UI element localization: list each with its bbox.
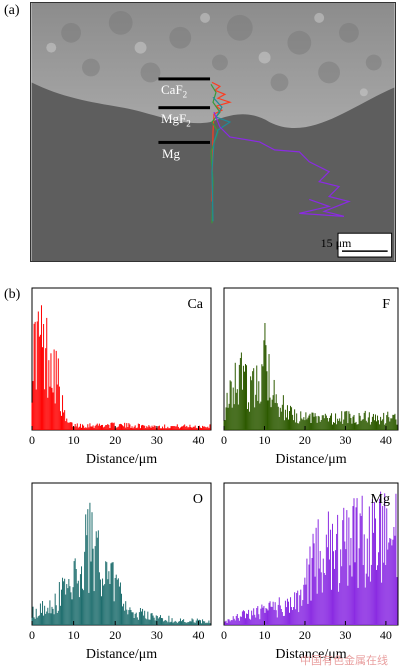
x-tick-label: 0 bbox=[29, 628, 35, 642]
x-tick-label: 20 bbox=[109, 628, 121, 642]
x-tick-label: 10 bbox=[68, 628, 80, 642]
element-label: Ca bbox=[187, 297, 203, 312]
x-tick-label: 20 bbox=[299, 433, 311, 447]
x-tick-label: 20 bbox=[109, 433, 121, 447]
watermark: 中国有色金属在线 bbox=[300, 654, 388, 667]
x-tick-label: 40 bbox=[380, 433, 392, 447]
plot-frame bbox=[223, 287, 399, 431]
x-tick-label: 40 bbox=[193, 433, 205, 447]
x-tick-label: 30 bbox=[151, 433, 163, 447]
x-tick-label: 10 bbox=[68, 433, 80, 447]
x-axis-title: Distance/μm bbox=[86, 647, 157, 662]
layer-label-caf2: CaF2 bbox=[161, 82, 188, 100]
panel-a-label: (a) bbox=[4, 3, 20, 18]
x-tick-label: 10 bbox=[258, 433, 270, 447]
x-tick-label: 20 bbox=[299, 628, 311, 642]
line-profile-ca: 0 10 20 30 40 Ca Distance/μm bbox=[29, 287, 212, 467]
layer-label-mgf2: MgF2 bbox=[161, 111, 191, 129]
line-profile-f: 0 10 20 30 40 F Distance/μm bbox=[221, 287, 399, 467]
x-tick-label: 0 bbox=[29, 433, 35, 447]
panel-b-label: (b) bbox=[4, 287, 21, 302]
x-tick-label: 30 bbox=[339, 628, 351, 642]
x-tick-label: 30 bbox=[339, 433, 351, 447]
element-label: O bbox=[193, 492, 203, 507]
x-tick-label: 30 bbox=[151, 628, 163, 642]
x-axis-title: Distance/μm bbox=[275, 647, 346, 662]
line-profile-o: 0 10 20 30 40 O Distance/μm bbox=[29, 482, 212, 662]
x-tick-label: 10 bbox=[258, 628, 270, 642]
x-axis-title: Distance/μm bbox=[275, 452, 346, 467]
plot-frame bbox=[31, 287, 212, 431]
x-tick-label: 40 bbox=[380, 628, 392, 642]
x-tick-label: 0 bbox=[221, 433, 227, 447]
element-label: F bbox=[382, 297, 390, 312]
layer-label-mg: Mg bbox=[162, 146, 181, 161]
sem-micrograph bbox=[30, 2, 396, 262]
x-axis-title: Distance/μm bbox=[86, 452, 157, 467]
x-tick-label: 0 bbox=[221, 628, 227, 642]
scale-bar-label: 15 μm bbox=[320, 236, 352, 250]
line-profile-mg: 0 10 20 30 40 Mg Distance/μm bbox=[221, 482, 399, 662]
element-label: Mg bbox=[371, 492, 390, 507]
x-tick-label: 40 bbox=[193, 628, 205, 642]
